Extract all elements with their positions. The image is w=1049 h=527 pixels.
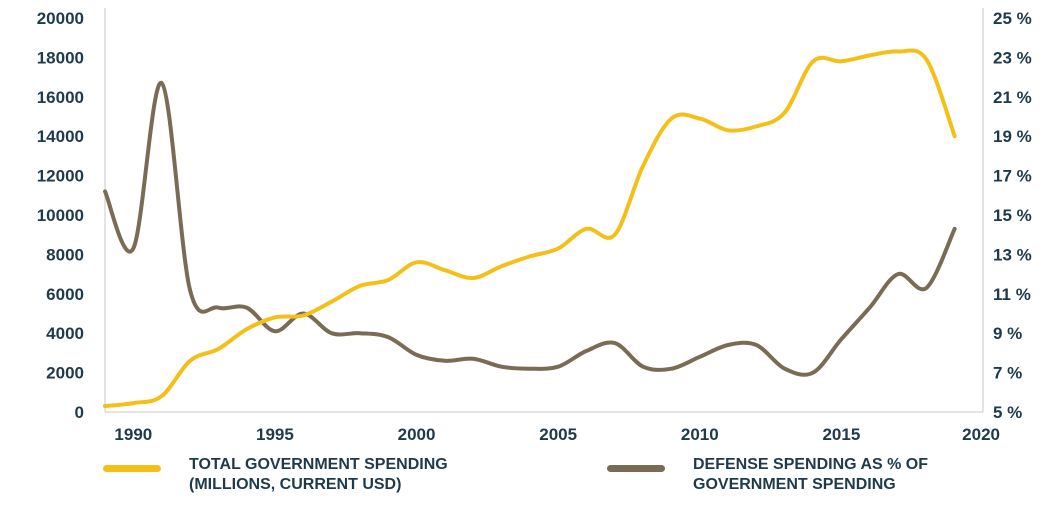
left-axis-tick-label: 18000 [37, 48, 84, 67]
legend-swatch-total-spending [103, 465, 161, 472]
left-axis-tick-label: 6000 [46, 285, 84, 304]
left-axis-tick-labels: 0 2000 4000 6000 8000 10000 12000 14000 16000 180… [37, 9, 84, 422]
left-axis-tick-label: 12000 [37, 167, 84, 186]
legend-defense-spending: DEFENSE SPENDING AS % OF GOVERNMENT SPEN… [607, 455, 993, 495]
left-axis-tick-label: 16000 [37, 88, 84, 107]
x-axis-tick-label: 2010 [681, 425, 719, 444]
legend-total-spending: TOTAL GOVERNMENT SPENDING (MILLIONS, CUR… [103, 455, 489, 495]
x-axis-tick-label: 2020 [962, 425, 1000, 444]
left-axis-tick-label: 2000 [46, 364, 84, 383]
right-axis-tick-label: 15 % [993, 206, 1032, 225]
right-axis-tick-label: 9 % [993, 324, 1022, 343]
left-axis-tick-label: 14000 [37, 127, 84, 146]
x-axis-tick-label: 2005 [539, 425, 577, 444]
right-axis-tick-label: 7 % [993, 364, 1022, 383]
x-axis-tick-label: 1995 [256, 425, 294, 444]
right-axis-tick-label: 19 % [993, 127, 1032, 146]
left-axis-tick-label: 4000 [46, 324, 84, 343]
series-line-total-spending [103, 48, 957, 409]
series-lines [103, 48, 957, 409]
right-axis-tick-label: 5 % [993, 403, 1022, 422]
x-axis-tick-label: 2000 [398, 425, 436, 444]
x-axis-tick-label: 2015 [822, 425, 860, 444]
right-axis-tick-label: 17 % [993, 167, 1032, 186]
right-axis-tick-label: 11 % [993, 285, 1031, 304]
legend-label-defense-spending: DEFENSE SPENDING AS % OF GOVERNMENT SPEN… [693, 456, 928, 493]
x-axis-tick-label: 1990 [114, 425, 152, 444]
left-axis-tick-label: 10000 [37, 206, 84, 225]
right-axis-tick-label: 21 % [993, 88, 1032, 107]
right-axis-tick-label: 25 % [993, 9, 1032, 28]
left-axis-tick-label: 0 [75, 403, 84, 422]
right-axis-tick-label: 23 % [993, 48, 1032, 67]
x-axis-tick-labels: 1990 1995 2000 2005 2010 2015 2020 [114, 425, 1000, 444]
series-line-defense-spending [103, 80, 957, 377]
legend-swatch-defense-spending [607, 465, 665, 472]
legend-label-total-spending: TOTAL GOVERNMENT SPENDING (MILLIONS, CUR… [189, 456, 448, 493]
left-axis-tick-label: 8000 [46, 245, 84, 264]
right-axis-tick-label: 13 % [993, 245, 1032, 264]
left-axis-tick-label: 20000 [37, 9, 84, 28]
right-axis-tick-labels: 5 % 7 % 9 % 11 % 13 % 15 % 17 % 19 % 21 % 23 % 25 … [993, 9, 1032, 422]
